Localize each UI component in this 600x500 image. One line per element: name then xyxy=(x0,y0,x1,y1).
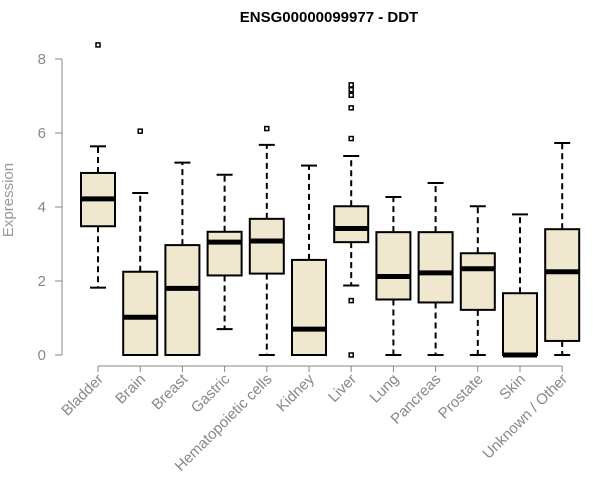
x-tick-label: Bladder xyxy=(58,371,107,420)
outlier-point xyxy=(264,125,270,132)
box-group xyxy=(206,173,243,331)
outlier-point xyxy=(348,92,354,99)
outlier-point xyxy=(348,297,354,304)
x-tick-label: Kidney xyxy=(273,370,318,415)
y-tick-label: 8 xyxy=(38,51,46,68)
y-tick-label: 6 xyxy=(38,125,46,142)
x-tick-label: Breast xyxy=(149,370,192,413)
box-group xyxy=(122,128,159,356)
plot-area xyxy=(80,42,581,358)
box-group xyxy=(291,164,327,356)
box-group xyxy=(80,42,116,289)
box xyxy=(206,230,243,277)
box-group xyxy=(248,125,285,356)
box-group xyxy=(417,181,454,356)
box xyxy=(417,231,454,304)
box xyxy=(248,217,285,275)
outlier-point xyxy=(137,128,143,134)
y-tick-label: 2 xyxy=(38,273,46,290)
x-tick-label: Skin xyxy=(496,371,529,404)
chart-title: ENSG00000099977 - DDT xyxy=(240,9,418,26)
box xyxy=(544,228,581,342)
y-tick-label: 0 xyxy=(38,347,46,364)
x-tick-label: Lung xyxy=(367,371,403,407)
outlier-point xyxy=(348,86,354,93)
outlier-point xyxy=(348,105,354,111)
y-axis-label: Expression xyxy=(0,163,17,237)
box-group xyxy=(502,213,538,358)
x-tick-label: Liver xyxy=(325,371,360,406)
outlier-point xyxy=(348,135,354,142)
box-group xyxy=(459,205,496,356)
box-group xyxy=(544,141,581,356)
box xyxy=(291,258,327,356)
y-axis: 0 2 4 6 8 xyxy=(38,51,63,364)
y-tick-label: 4 xyxy=(38,199,46,216)
box xyxy=(459,252,496,311)
box-group xyxy=(164,161,201,356)
box-group xyxy=(375,196,412,356)
box xyxy=(375,231,412,301)
outlier-point xyxy=(95,42,101,48)
box-group xyxy=(333,82,370,358)
box xyxy=(333,205,370,244)
x-tick-label: Prostate xyxy=(435,371,487,423)
box xyxy=(122,270,159,356)
box xyxy=(164,244,201,356)
outlier-point xyxy=(348,82,354,88)
x-tick-label: Brain xyxy=(112,371,149,408)
outlier-point xyxy=(348,352,354,358)
box xyxy=(502,292,538,356)
